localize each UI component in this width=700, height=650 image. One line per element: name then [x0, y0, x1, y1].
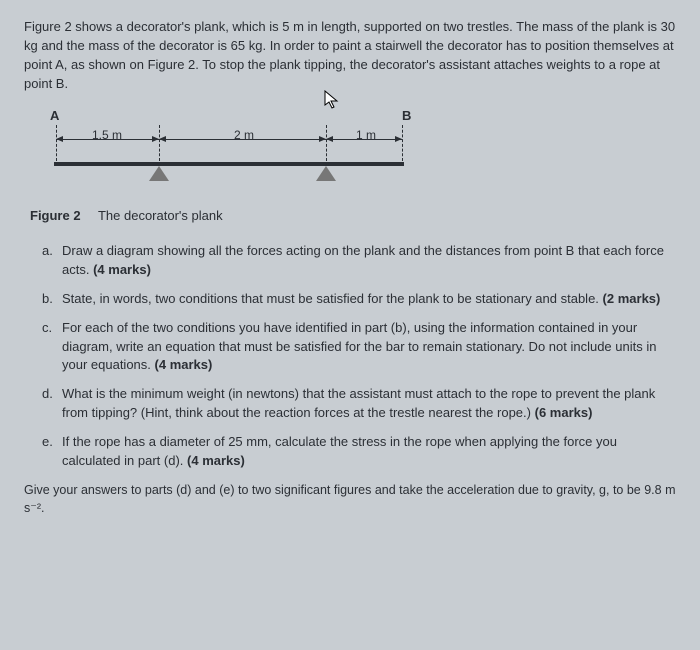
q-marks: (4 marks)	[155, 357, 213, 372]
label-b: B	[402, 107, 411, 126]
dash-t2	[326, 125, 327, 161]
arrow-2l	[159, 136, 166, 142]
arrow-3r	[395, 136, 402, 142]
dim-label-3: 1 m	[354, 127, 378, 144]
intro-text: Figure 2 shows a decorator's plank, whic…	[24, 18, 676, 93]
question-a: a. Draw a diagram showing all the forces…	[42, 242, 676, 280]
q-marks: (4 marks)	[93, 262, 151, 277]
q-text: What is the minimum weight (in newtons) …	[62, 385, 676, 423]
trestle-2	[316, 166, 336, 181]
arrow-3l	[326, 136, 333, 142]
dash-b	[402, 125, 403, 161]
q-letter: b.	[42, 290, 62, 309]
q-text: For each of the two conditions you have …	[62, 319, 676, 376]
figure-number: Figure 2	[30, 208, 81, 223]
q-text: Draw a diagram showing all the forces ac…	[62, 242, 676, 280]
dim-label-2: 2 m	[232, 127, 256, 144]
arrow-1l	[56, 136, 63, 142]
q-letter: e.	[42, 433, 62, 471]
questions-list: a. Draw a diagram showing all the forces…	[24, 242, 676, 470]
q-marks: (4 marks)	[187, 453, 245, 468]
arrow-1r	[152, 136, 159, 142]
figure-title: The decorator's plank	[98, 208, 223, 223]
plank-bar	[54, 162, 404, 166]
question-b: b. State, in words, two conditions that …	[42, 290, 676, 309]
figure-caption: Figure 2 The decorator's plank	[30, 207, 676, 226]
q-marks: (2 marks)	[603, 291, 661, 306]
q-marks: (6 marks)	[535, 405, 593, 420]
label-a: A	[50, 107, 59, 126]
question-e: e. If the rope has a diameter of 25 mm, …	[42, 433, 676, 471]
q-text: If the rope has a diameter of 25 mm, cal…	[62, 433, 676, 471]
dash-a	[56, 125, 57, 161]
plank-diagram: A B 1.5 m 2 m 1 m	[44, 107, 464, 197]
arrow-2r	[319, 136, 326, 142]
q-letter: c.	[42, 319, 62, 376]
question-d: d. What is the minimum weight (in newton…	[42, 385, 676, 423]
question-c: c. For each of the two conditions you ha…	[42, 319, 676, 376]
q-letter: a.	[42, 242, 62, 280]
dash-t1	[159, 125, 160, 161]
dim-label-1: 1.5 m	[90, 127, 124, 144]
footer-note: Give your answers to parts (d) and (e) t…	[24, 481, 676, 517]
trestle-1	[149, 166, 169, 181]
q-text: State, in words, two conditions that mus…	[62, 290, 676, 309]
q-letter: d.	[42, 385, 62, 423]
